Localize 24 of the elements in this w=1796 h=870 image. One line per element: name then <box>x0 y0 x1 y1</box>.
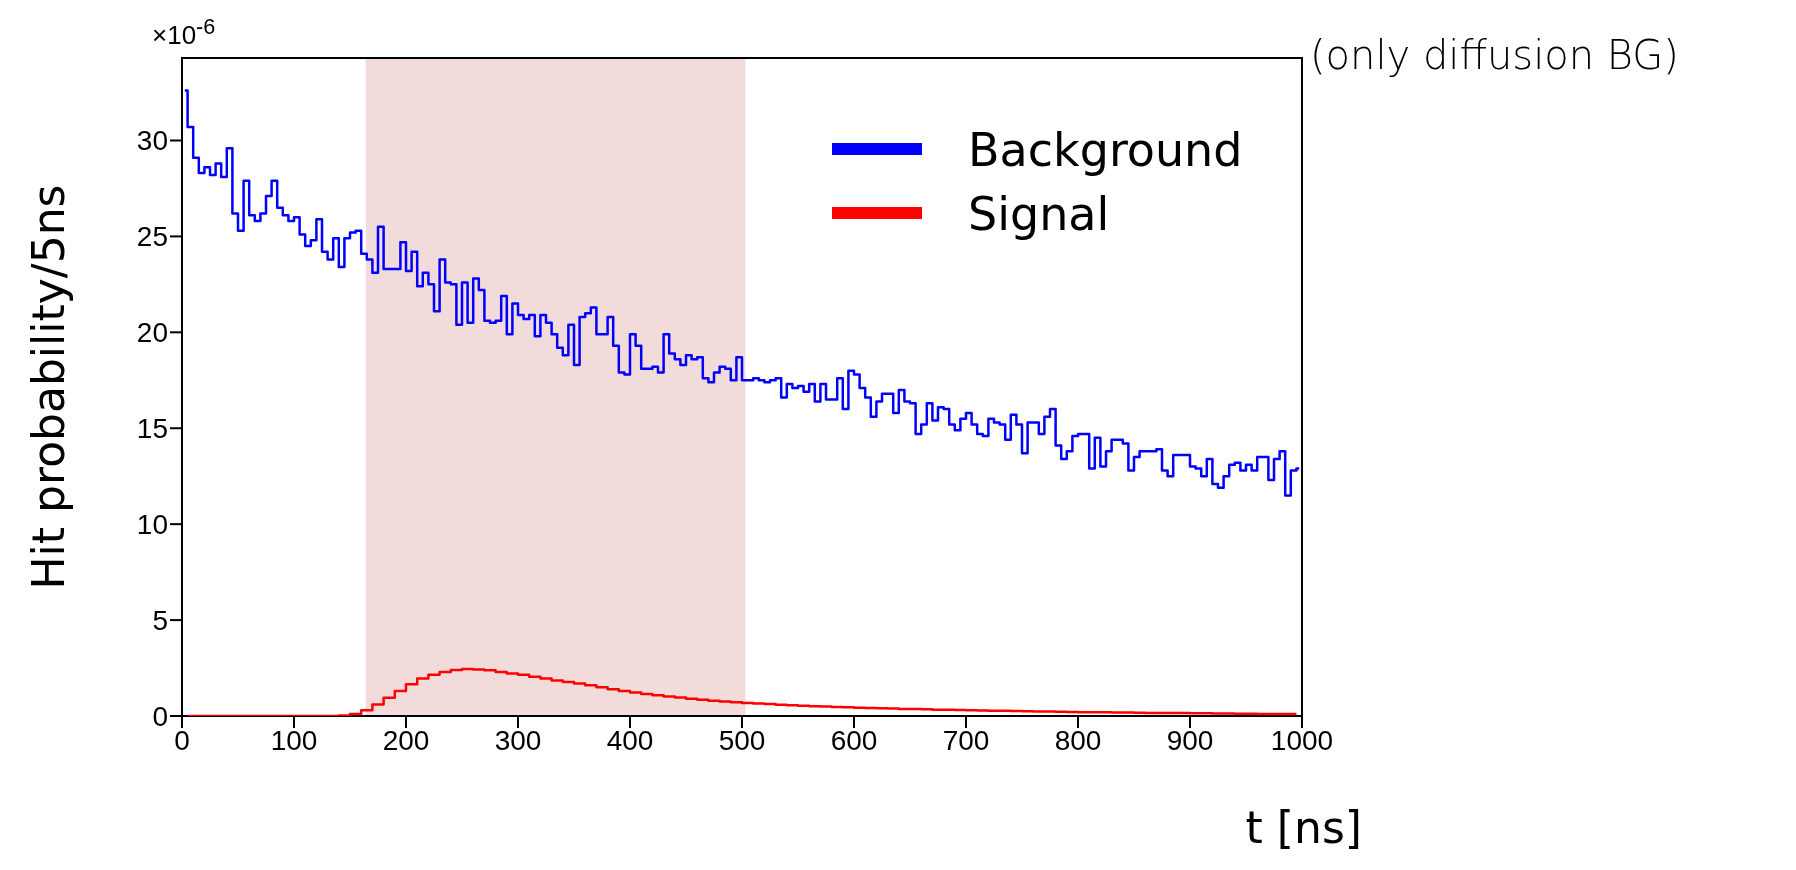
y-tick-label: 20 <box>136 317 168 349</box>
text: ×10$^{-6}$ <box>152 14 216 51</box>
legend-label: Background <box>968 123 1243 177</box>
y-tick-label: 30 <box>136 125 168 157</box>
x-tick-label: 200 <box>382 724 430 756</box>
y-tick-label: 25 <box>136 221 168 253</box>
y-tick-label: 5 <box>152 605 168 637</box>
x-tick-label: 800 <box>1054 724 1102 756</box>
x-tick-label: 1000 <box>1270 724 1334 756</box>
y-tick-label: 10 <box>136 509 168 541</box>
x-tick-label: 700 <box>942 724 990 756</box>
x-tick-label: 400 <box>606 724 654 756</box>
y-tick-label: 15 <box>136 413 168 445</box>
x-tick-label: 300 <box>494 724 542 756</box>
x-tick-label: 0 <box>174 724 190 756</box>
legend-label: Signal <box>968 187 1110 241</box>
x-tick-label: 600 <box>830 724 878 756</box>
text: (only diffusion BG) <box>1310 32 1679 78</box>
x-tick-label: 100 <box>270 724 318 756</box>
x-tick-label: 900 <box>1166 724 1214 756</box>
x-tick-label: 500 <box>718 724 766 756</box>
y-tick-label: 0 <box>152 700 168 732</box>
x-axis-title: t [ns] <box>1245 802 1362 853</box>
y-axis-title: Hit probability/5ns <box>22 184 74 590</box>
